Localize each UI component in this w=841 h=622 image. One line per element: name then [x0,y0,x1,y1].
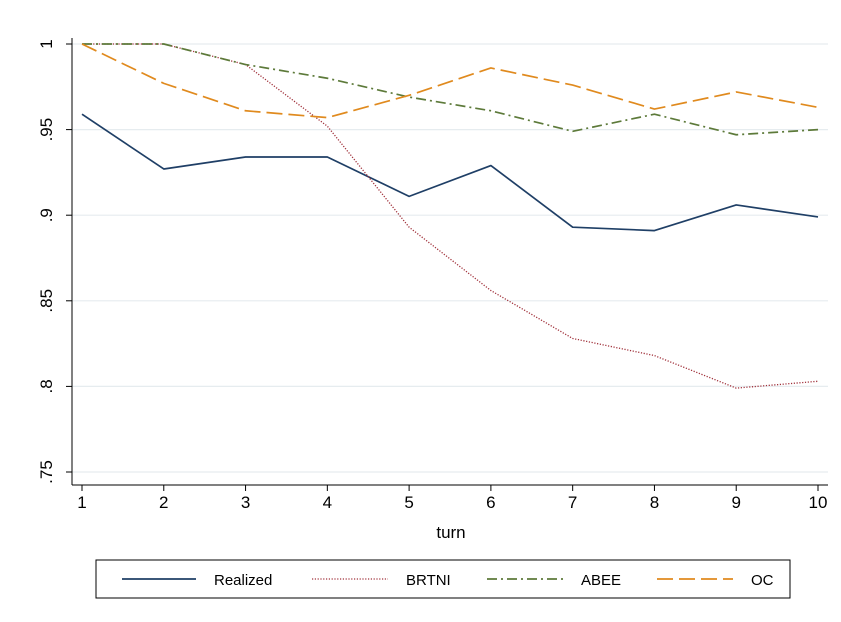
x-tick-label: 10 [809,493,828,512]
x-tick-label: 1 [77,493,86,512]
x-tick-label: 5 [404,493,413,512]
y-tick-label: .8 [37,379,56,393]
y-tick-label: .9 [37,208,56,222]
legend-label-brtni: BRTNI [406,572,451,589]
x-tick-label: 4 [323,493,332,512]
legend-label-abee: ABEE [581,572,621,589]
legend-label-oc: OC [751,572,774,589]
legend: Realized BRTNI ABEE OC [95,559,791,599]
x-tick-label: 7 [568,493,577,512]
y-tick-label: 1 [37,39,56,48]
series-line-oc [81,43,819,119]
x-tick-label: 3 [241,493,250,512]
axes: .75 .8 .85 .9 .95 1 1 2 3 4 5 6 7 8 9 10 [37,38,828,512]
series-line-abee [82,43,819,136]
x-tick-label: 6 [486,493,495,512]
x-axis-title: turn [436,523,465,542]
y-tick-label: .85 [37,289,56,313]
series-line-realized [81,113,819,232]
gridlines [72,43,828,473]
legend-box [95,559,791,599]
y-tick-label: .75 [37,460,56,484]
x-tick-label: 2 [159,493,168,512]
series-group [81,43,819,389]
x-tick-label: 8 [650,493,659,512]
legend-label-realized: Realized [214,572,272,589]
y-tick-label: .95 [37,118,56,142]
x-tick-label: 9 [731,493,740,512]
